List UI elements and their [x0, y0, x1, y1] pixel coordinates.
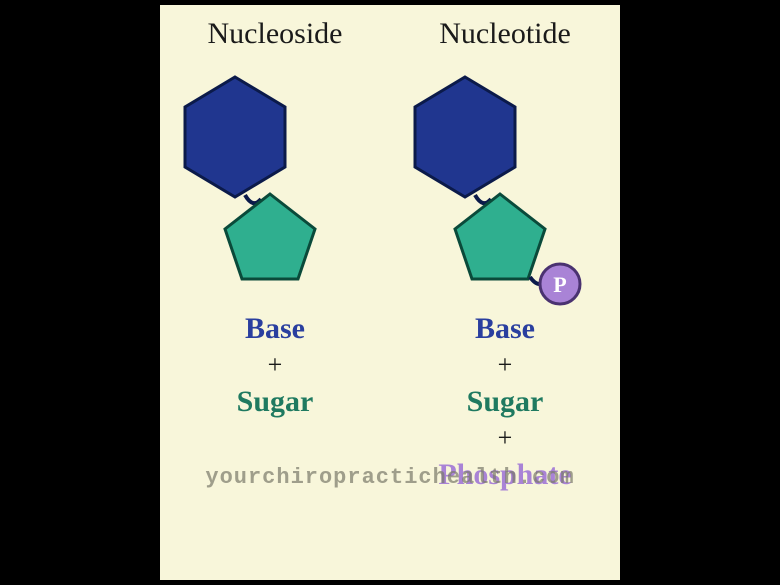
nucleotide-diagram: P — [405, 69, 605, 299]
diagram-panel: Nucleoside Base + Sugar Nucleotide — [160, 5, 620, 580]
plus-symbol: + — [268, 348, 283, 382]
sugar-pentagon — [455, 194, 545, 279]
nucleoside-column: Nucleoside Base + Sugar — [160, 17, 390, 580]
base-hexagon — [415, 77, 515, 197]
nucleoside-diagram — [175, 69, 375, 299]
phosphate-letter: P — [553, 272, 566, 297]
watermark-text: yourchiropractichealth.com — [205, 465, 574, 490]
nucleoside-svg — [175, 69, 375, 299]
sugar-pentagon — [225, 194, 315, 279]
plus-symbol: + — [498, 348, 513, 382]
base-hexagon — [185, 77, 285, 197]
nucleotide-title: Nucleotide — [439, 17, 571, 51]
nucleoside-title: Nucleoside — [208, 17, 343, 51]
nucleotide-column: Nucleotide P Base + Sugar + Phosphate — [390, 17, 620, 580]
base-label: Base — [245, 309, 305, 348]
nucleoside-formula: Base + Sugar — [237, 309, 314, 421]
nucleotide-svg: P — [405, 69, 605, 309]
plus-symbol: + — [498, 421, 513, 455]
sugar-label: Sugar — [237, 382, 314, 421]
base-label: Base — [475, 309, 535, 348]
sugar-label: Sugar — [467, 382, 544, 421]
